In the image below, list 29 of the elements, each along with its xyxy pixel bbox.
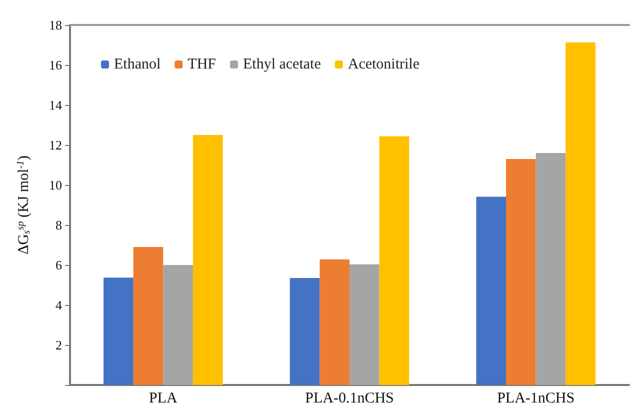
bar xyxy=(133,247,164,385)
y-tick-label: 8 xyxy=(56,218,62,232)
bar xyxy=(192,135,223,385)
bar xyxy=(290,278,320,385)
y-tick-label: 2 xyxy=(56,338,62,352)
legend-label: Ethyl acetate xyxy=(242,56,322,72)
y-tick-label: 6 xyxy=(56,258,62,272)
bar xyxy=(536,153,566,385)
y-tick-label: 14 xyxy=(49,98,62,112)
x-tick-label: PLA-1nCHS xyxy=(497,390,575,406)
y-tick-label: 18 xyxy=(49,18,62,32)
bar xyxy=(566,42,596,385)
x-tick-label: PLA-0.1nCHS xyxy=(305,390,394,406)
legend-label: Ethanol xyxy=(114,56,161,72)
bar xyxy=(104,278,134,385)
y-tick-label: 16 xyxy=(49,58,62,72)
y-tick-label: 12 xyxy=(49,138,62,152)
bar xyxy=(350,264,380,385)
y-axis-title: ΔGssp (KJ mol-1) xyxy=(16,155,32,255)
legend-label: THF xyxy=(188,56,216,72)
bar xyxy=(506,159,536,385)
y-tick-label: 4 xyxy=(56,298,62,312)
bar xyxy=(379,136,410,385)
bar xyxy=(476,196,506,385)
y-tick-label: 10 xyxy=(49,178,62,192)
x-tick-label: PLA xyxy=(148,390,178,406)
bar xyxy=(320,259,350,385)
legend-label: Acetonitrile xyxy=(348,56,420,72)
bar xyxy=(163,265,193,385)
